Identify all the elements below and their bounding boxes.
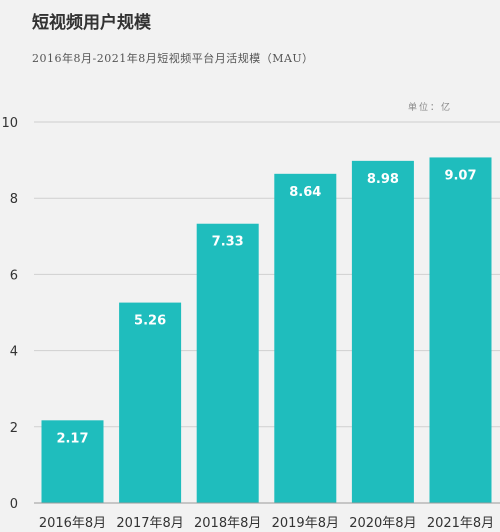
x-tick-label: 2018年8月 [194,516,261,531]
chart-title: 短视频用户规模 [32,13,151,33]
x-tick-label: 2020年8月 [349,516,416,531]
bar [196,223,259,504]
y-tick-label: 2 [10,421,18,436]
bar [119,302,182,503]
bar [429,157,492,504]
chart-subtitle: 2016年8月-2021年8月短视频平台月活规模（MAU） [32,52,314,65]
bar-value-label: 2.17 [56,431,88,446]
bar-value-label: 8.98 [367,172,399,187]
bar-value-label: 5.26 [134,314,166,329]
y-tick-labels: 0 2 4 6 8 10 [1,116,18,512]
bar [41,420,104,503]
bars [41,157,492,504]
y-tick-label: 8 [10,192,18,207]
x-tick-label: 2021年8月 [427,516,494,531]
y-tick-label: 0 [10,497,18,512]
x-tick-labels: 2016年8月 2017年8月 2018年8月 2019年8月 2020年8月 2021年… [39,516,494,531]
gridlines [34,121,500,428]
x-tick-label: 2017年8月 [116,516,183,531]
y-tick-label: 6 [10,268,18,283]
unit-label: 单位：亿 [408,103,453,113]
y-tick-label: 10 [1,116,18,131]
bar [351,160,414,503]
bar [274,173,337,504]
x-tick-label: 2019年8月 [272,516,339,531]
bar-value-label: 9.07 [444,168,476,183]
bar-value-labels: 2.17 5.26 7.33 8.64 8.98 9.07 [56,168,476,446]
bar-value-label: 7.33 [212,235,244,250]
y-tick-label: 4 [10,345,18,360]
x-tick-label: 2016年8月 [39,516,106,531]
bar-value-label: 8.64 [289,185,321,200]
